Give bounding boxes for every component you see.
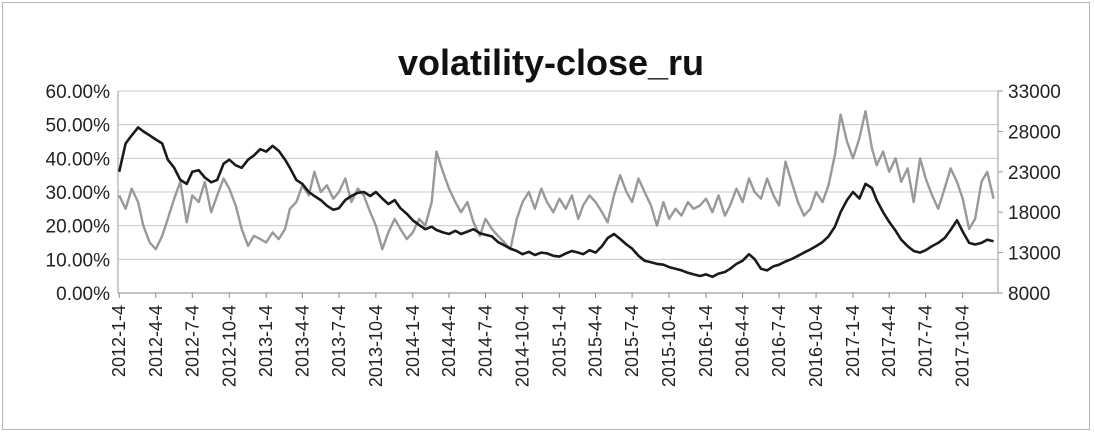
- x-tick-label: 2013-4-4: [292, 305, 312, 377]
- x-tick-label: 2014-1-4: [403, 305, 423, 377]
- right-tick-label: 18000: [1008, 203, 1061, 224]
- volatility-series-line: [118, 110, 995, 251]
- x-tick-label: 2016-10-4: [806, 305, 826, 387]
- x-tick-label: 2015-1-4: [549, 305, 569, 377]
- chart-frame: volatility-close_ru 0.00% 10.00% 20.00% 30.…: [2, 2, 1090, 430]
- right-tick-label: 33000: [1008, 82, 1061, 103]
- x-tick-label: 2016-1-4: [696, 305, 716, 377]
- x-tick-label: 2017-10-4: [953, 305, 973, 387]
- x-tick-label: 2017-4-4: [879, 305, 899, 377]
- left-tick-label: 10.00%: [46, 250, 111, 271]
- grid-layer: [117, 90, 999, 294]
- x-tick-label: 2013-1-4: [256, 305, 276, 377]
- right-axis: 8000 13000 18000 23000 28000 33000: [998, 82, 1061, 305]
- x-tick-label: 2016-4-4: [733, 305, 753, 377]
- right-tick-label: 23000: [1008, 163, 1061, 184]
- x-tick-label: 2012-1-4: [109, 305, 129, 377]
- x-tick-label: 2014-7-4: [476, 305, 496, 377]
- x-tick-label: 2013-7-4: [329, 305, 349, 377]
- x-tick-label: 2013-10-4: [366, 305, 386, 387]
- left-tick-label: 0.00%: [56, 284, 110, 305]
- x-tick-label: 2015-10-4: [659, 305, 679, 387]
- x-tick-label: 2014-10-4: [512, 305, 532, 387]
- x-tick-label: 2017-7-4: [916, 305, 936, 377]
- x-tick-label: 2012-10-4: [219, 305, 239, 387]
- chart-title: volatility-close_ru: [398, 42, 704, 83]
- left-tick-label: 40.00%: [46, 149, 111, 170]
- left-tick-label: 20.00%: [46, 217, 111, 238]
- left-axis: 0.00% 10.00% 20.00% 30.00% 40.00% 50.00% 60.00…: [46, 82, 111, 305]
- x-tick-label: 2012-7-4: [182, 305, 202, 377]
- x-tick-label: 2015-7-4: [622, 305, 642, 377]
- x-tick-label: 2012-4-4: [146, 305, 166, 377]
- left-tick-label: 50.00%: [46, 116, 111, 137]
- x-tick-label: 2014-4-4: [439, 305, 459, 377]
- chart-svg: volatility-close_ru 0.00% 10.00% 20.00% 30.…: [46, 42, 1061, 387]
- right-tick-label: 8000: [1008, 284, 1050, 305]
- x-axis: 2012-1-4 2012-4-4 2012-7-4 2012-10-4 2013-1-…: [109, 293, 973, 387]
- left-tick-label: 60.00%: [46, 82, 111, 103]
- series-layer: [117, 110, 995, 279]
- x-tick-label: 2017-1-4: [843, 305, 863, 377]
- right-tick-label: 13000: [1008, 244, 1061, 265]
- close-series-line: [117, 126, 994, 279]
- left-tick-label: 30.00%: [46, 183, 111, 204]
- x-tick-label: 2015-4-4: [586, 305, 606, 377]
- right-tick-label: 28000: [1008, 122, 1061, 143]
- x-tick-label: 2016-7-4: [769, 305, 789, 377]
